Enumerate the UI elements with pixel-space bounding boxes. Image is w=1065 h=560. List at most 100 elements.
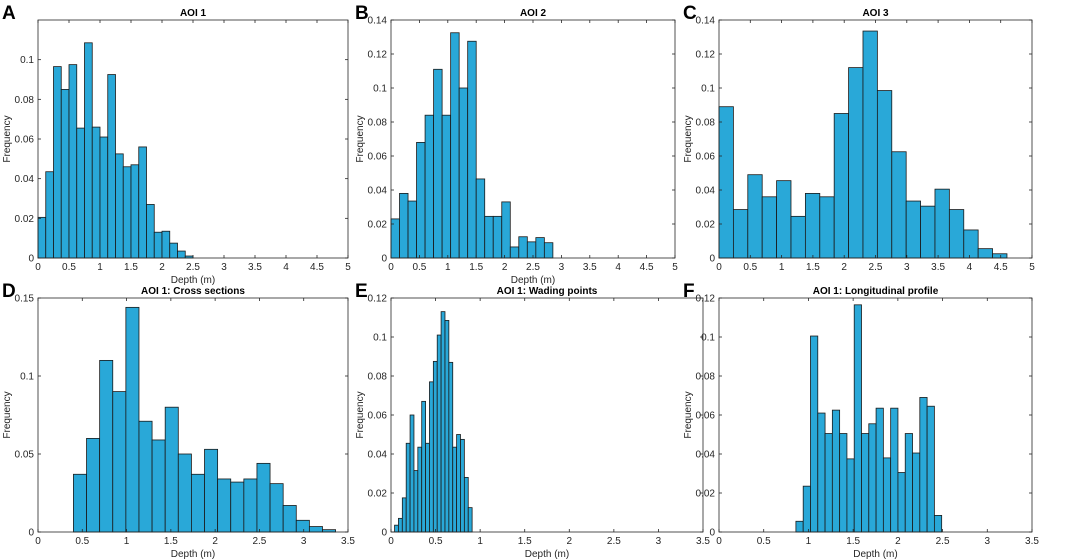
x-tick-label: 2.5 xyxy=(526,262,540,273)
y-tick-label: 0.1 xyxy=(373,84,387,95)
y-tick-label: 0 xyxy=(709,254,715,265)
histogram-bar xyxy=(882,457,892,533)
histogram-bar xyxy=(76,127,85,259)
histogram-bar xyxy=(926,405,935,533)
panel-letter: E xyxy=(355,281,368,302)
histogram-bar xyxy=(230,481,245,533)
histogram-bar xyxy=(99,359,114,533)
histogram-bar xyxy=(790,215,806,259)
histogram-bar xyxy=(407,200,417,259)
histogram-bar xyxy=(53,66,62,259)
histogram-bar xyxy=(441,114,452,259)
x-tick-label: 0 xyxy=(716,262,722,273)
y-tick-label: 0.1 xyxy=(20,372,34,383)
histogram-bar xyxy=(84,42,93,259)
histogram-bar xyxy=(45,171,54,259)
x-tick-label: 4 xyxy=(615,262,621,273)
panel-d: 0 0.5 1 1.5 2 2.5 3 3.5 0 0.05 0.1 0.15 AOI 1: Cross… xyxy=(2,281,355,560)
histogram-bar xyxy=(191,473,205,533)
y-tick-label: 0.02 xyxy=(368,489,388,500)
y-tick-label: 0.02 xyxy=(368,220,388,231)
histogram-bar xyxy=(436,334,442,533)
y-tick-label: 0.15 xyxy=(15,294,35,305)
y-tick-label: 0.02 xyxy=(696,220,716,231)
histogram-bar xyxy=(919,397,928,533)
x-tick-label: 3.5 xyxy=(341,536,355,547)
x-tick-label: 5 xyxy=(345,262,351,273)
histogram-bar xyxy=(518,236,528,259)
y-tick-label: 0.14 xyxy=(368,16,388,27)
histogram-bar xyxy=(795,520,804,533)
y-axis-label: Frequency xyxy=(683,391,694,438)
histogram-bar xyxy=(146,204,155,259)
x-tick-label: 0 xyxy=(388,536,394,547)
histogram-bar xyxy=(891,151,907,259)
x-tick-label: 2 xyxy=(212,536,218,547)
histogram-bar xyxy=(875,407,884,533)
histogram-bar xyxy=(417,446,423,533)
histogram-bar xyxy=(905,200,921,259)
histogram-bar xyxy=(151,439,166,533)
y-tick-label: 0.08 xyxy=(15,95,35,106)
y-tick-label: 0.1 xyxy=(701,333,715,344)
histogram-bar xyxy=(862,30,878,259)
x-tick-label: 2 xyxy=(502,262,508,273)
histogram-bar xyxy=(204,448,219,533)
histogram-bar xyxy=(890,407,899,533)
x-tick-label: 2.5 xyxy=(869,262,883,273)
histogram-bar xyxy=(138,146,147,259)
histogram-bar xyxy=(456,434,461,533)
y-tick-label: 0.08 xyxy=(696,372,716,383)
panel-c: 0 0.5 1 1.5 2 2.5 3 3.5 4 4.5 5 0 0.02 0.04 0.06 0.08 0.… xyxy=(683,3,1035,273)
x-tick-label: 3 xyxy=(559,262,565,273)
histogram-bar xyxy=(424,114,434,259)
histogram-bar xyxy=(433,68,443,259)
histogram-bar xyxy=(450,32,460,259)
histogram-bar xyxy=(467,40,477,259)
histogram-bar xyxy=(409,414,415,533)
histogram-bar xyxy=(394,524,399,533)
histogram-bar xyxy=(934,188,950,259)
x-tick-label: 2 xyxy=(841,262,847,273)
y-tick-label: 0.04 xyxy=(368,186,388,197)
histogram-bar xyxy=(60,89,70,259)
x-tick-label: 3.5 xyxy=(696,536,710,547)
x-tick-label: 1 xyxy=(97,262,103,273)
y-tick-label: 0.06 xyxy=(696,411,716,422)
histogram-bar xyxy=(458,87,469,259)
x-tick-label: 0.5 xyxy=(757,536,771,547)
x-tick-label: 1.5 xyxy=(846,536,860,547)
histogram-bar xyxy=(876,90,893,259)
histogram-bar xyxy=(904,433,913,533)
histogram-bar xyxy=(824,433,833,533)
x-tick-label: 3.5 xyxy=(583,262,597,273)
x-tick-label: 3 xyxy=(904,262,910,273)
x-tick-label: 2.5 xyxy=(252,536,266,547)
histogram-bar xyxy=(460,438,465,533)
histogram-bar xyxy=(848,67,864,259)
x-axis-label: Depth (m) xyxy=(853,549,897,560)
histogram-bar xyxy=(776,180,792,259)
histogram-bar xyxy=(138,420,153,533)
histogram-bar xyxy=(425,442,430,533)
panel-letter: B xyxy=(355,3,369,24)
panel-title: AOI 2 xyxy=(520,8,547,19)
histogram-bar xyxy=(992,253,1008,259)
y-tick-label: 0 xyxy=(28,254,34,265)
y-tick-label: 0.04 xyxy=(696,450,716,461)
y-tick-label: 0.02 xyxy=(696,489,716,500)
histogram-bar xyxy=(817,412,826,533)
histogram-bar xyxy=(831,409,841,533)
histogram-bar xyxy=(440,311,446,533)
y-tick-label: 0.14 xyxy=(696,16,716,27)
x-tick-label: 4 xyxy=(967,262,973,273)
histogram-bar xyxy=(256,462,271,533)
panel-title: AOI 1 xyxy=(180,8,207,19)
y-tick-label: 0.12 xyxy=(368,50,388,61)
x-axis-label: Depth (m) xyxy=(511,275,555,286)
histogram-bar xyxy=(526,241,537,259)
histogram-bar xyxy=(429,381,434,533)
x-tick-label: 3.5 xyxy=(931,262,945,273)
histogram-bar xyxy=(68,64,78,259)
